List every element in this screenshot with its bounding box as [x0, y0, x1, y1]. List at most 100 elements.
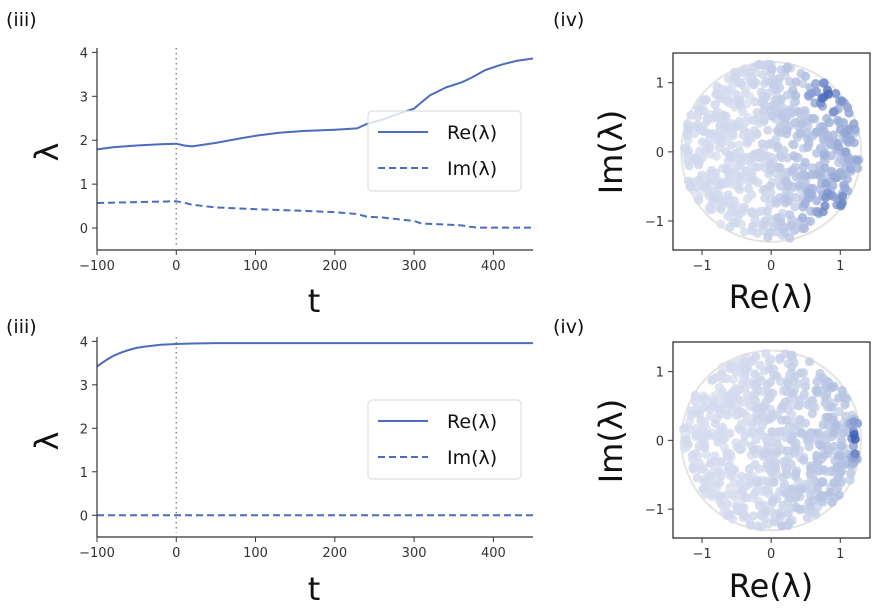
scatter-point — [770, 457, 780, 467]
scatter-point — [853, 163, 863, 173]
scatter-point — [812, 196, 822, 206]
scatter-point — [804, 193, 814, 203]
y-tick-label: −1 — [645, 215, 664, 230]
scatter-point — [782, 470, 792, 480]
scatter-point — [707, 375, 717, 385]
scatter-point — [782, 64, 792, 74]
scatter-point — [812, 450, 822, 460]
scatter-point — [797, 213, 808, 223]
scatter-point — [686, 110, 696, 120]
scatter-point — [797, 428, 807, 438]
scatter-point — [739, 437, 749, 447]
scatter-point — [818, 420, 828, 430]
scatter-point — [799, 223, 810, 234]
scatter-point — [777, 110, 787, 121]
scatter-point — [765, 181, 775, 191]
scatter-point — [688, 450, 698, 460]
x-tick-label: 100 — [243, 546, 268, 561]
scatter-point — [745, 67, 755, 77]
scatter-point — [770, 517, 780, 527]
scatter-point — [818, 477, 828, 487]
scatter-point — [813, 483, 823, 493]
scatter-point — [811, 385, 821, 395]
scatter-point — [764, 414, 775, 424]
y-tick-label: 1 — [80, 178, 88, 193]
scatter-point — [722, 88, 732, 98]
scatter-point — [734, 140, 744, 150]
scatter-point — [841, 394, 852, 404]
scatter-point — [772, 447, 782, 457]
scatter-point — [734, 99, 744, 109]
scatter-point — [681, 436, 691, 446]
scatter-point — [715, 478, 725, 488]
x-tick-label: 100 — [243, 259, 268, 274]
scatter-point — [723, 461, 734, 471]
scatter-point — [694, 195, 704, 205]
scatter-point — [840, 183, 850, 194]
scatter-point — [852, 155, 863, 165]
panel-label-bottom-right: (iv) — [553, 316, 584, 338]
scatter-point — [683, 125, 693, 135]
scatter-point — [775, 353, 785, 363]
scatter-point — [744, 135, 754, 145]
x-tick-label: −100 — [79, 259, 115, 274]
scatter-point — [801, 381, 811, 392]
scatter-point — [780, 194, 790, 204]
scatter-point — [758, 70, 768, 80]
bottom-legend: Re(λ) Im(λ) — [367, 399, 522, 480]
scatter-point — [729, 73, 740, 83]
scatter-point — [749, 445, 759, 455]
scatter-point — [849, 119, 859, 129]
scatter-point — [790, 202, 800, 212]
scatter-point — [845, 475, 855, 485]
bottom-scatter-panel: (iv) −1 0 1 −1 0 1 Re(λ) Im(λ) — [553, 316, 871, 605]
scatter-point — [750, 389, 760, 399]
scatter-point — [787, 389, 798, 399]
scatter-point — [765, 159, 776, 169]
scatter-point — [722, 450, 732, 460]
scatter-point — [755, 360, 765, 371]
top-legend: Re(λ) Im(λ) — [367, 110, 522, 192]
scatter-point — [767, 64, 777, 74]
y-axis-label: Im(λ) — [592, 110, 630, 195]
y-tick-label: 2 — [80, 134, 88, 149]
scatter-point — [800, 157, 810, 168]
scatter-point — [777, 426, 788, 437]
x-tick-label: 400 — [481, 546, 506, 561]
scatter-point — [755, 501, 765, 511]
top-line-panel: (iii) −100 0 100 200 300 400 0 1 2 3 4 t λ Re(λ) I… — [6, 9, 534, 320]
scatter-point — [747, 207, 757, 217]
scatter-point — [758, 402, 768, 412]
scatter-point — [747, 428, 757, 438]
scatter-point — [710, 418, 721, 429]
scatter-point — [777, 401, 788, 411]
x-axis-label: t — [308, 570, 321, 608]
scatter-point — [695, 146, 705, 156]
scatter-point — [725, 222, 735, 232]
scatter-point — [756, 522, 766, 532]
scatter-point — [776, 94, 787, 104]
scatter-point — [795, 415, 805, 425]
scatter-point — [811, 127, 821, 137]
scatter-point — [796, 368, 806, 378]
scatter-point — [748, 221, 758, 231]
y-tick-label: 1 — [656, 77, 664, 92]
scatter-point — [834, 490, 844, 500]
scatter-points — [680, 59, 864, 243]
scatter-point — [817, 491, 828, 501]
scatter-point — [834, 393, 844, 403]
scatter-point — [771, 134, 781, 145]
legend-label-im: Im(λ) — [447, 447, 497, 469]
scatter-point — [694, 408, 705, 418]
scatter-point — [704, 177, 715, 187]
scatter-point — [850, 434, 860, 444]
scatter-point — [743, 513, 753, 523]
y-tick-label: 0 — [80, 509, 88, 524]
scatter-point — [729, 478, 739, 488]
scatter-point — [715, 426, 725, 436]
scatter-point — [752, 128, 762, 138]
legend-box — [367, 110, 522, 192]
panel-label-top-left: (iii) — [6, 9, 37, 31]
scatter-point — [688, 464, 698, 474]
scatter-point — [736, 478, 746, 488]
